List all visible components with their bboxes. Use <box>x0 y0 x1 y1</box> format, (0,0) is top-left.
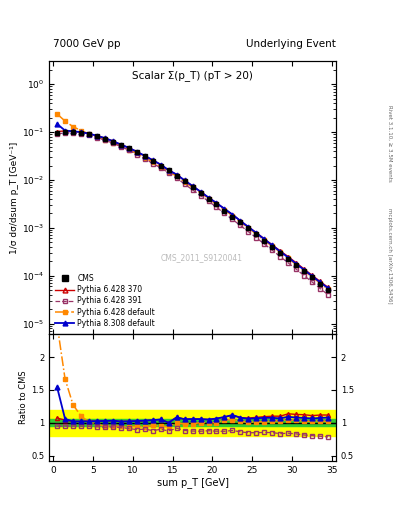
Y-axis label: Ratio to CMS: Ratio to CMS <box>19 371 28 424</box>
Text: Underlying Event: Underlying Event <box>246 38 336 49</box>
X-axis label: sum p_T [GeV]: sum p_T [GeV] <box>156 477 229 488</box>
Legend: CMS, Pythia 6.428 370, Pythia 6.428 391, Pythia 6.428 default, Pythia 8.308 defa: CMS, Pythia 6.428 370, Pythia 6.428 391,… <box>53 271 158 330</box>
Text: Rivet 3.1.10, ≥ 3.5M events: Rivet 3.1.10, ≥ 3.5M events <box>387 105 392 182</box>
Text: CMS_2011_S9120041: CMS_2011_S9120041 <box>160 253 242 262</box>
Y-axis label: 1/σ dσ/dsum p_T [GeV⁻¹]: 1/σ dσ/dsum p_T [GeV⁻¹] <box>10 142 19 254</box>
Text: mcplots.cern.ch [arXiv:1306.3436]: mcplots.cern.ch [arXiv:1306.3436] <box>387 208 392 304</box>
Text: Scalar Σ(p_T) (pT > 20): Scalar Σ(p_T) (pT > 20) <box>132 70 253 80</box>
Text: 7000 GeV pp: 7000 GeV pp <box>53 38 121 49</box>
